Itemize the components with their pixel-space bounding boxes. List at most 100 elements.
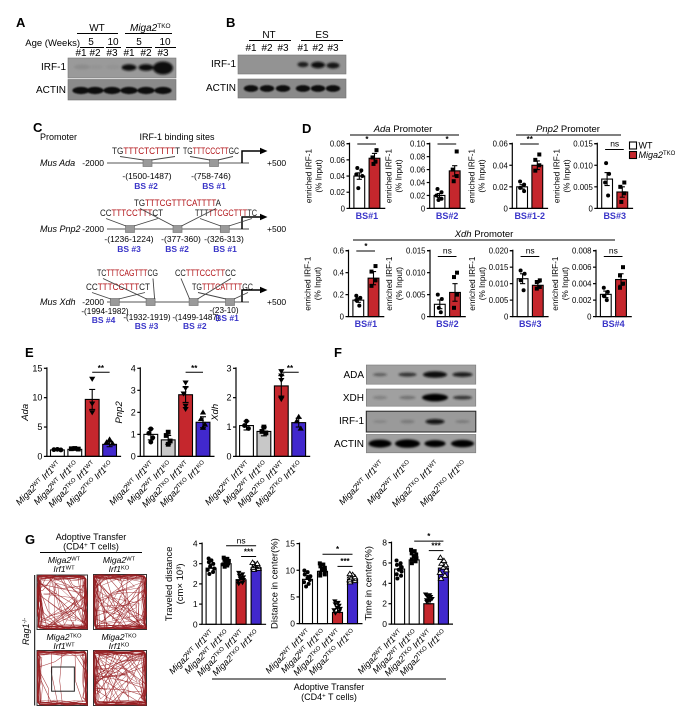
svg-text:Time in center(%): Time in center(%) — [364, 546, 375, 621]
svg-text:enriched IRF-1: enriched IRF-1 — [467, 149, 476, 204]
svg-text:*: * — [365, 135, 369, 144]
svg-text:3: 3 — [193, 559, 198, 569]
svg-text:+500: +500 — [267, 297, 286, 307]
svg-text:G: G — [25, 532, 35, 547]
svg-text:4: 4 — [131, 363, 136, 373]
svg-text:BS #2: BS #2 — [165, 244, 189, 254]
svg-text:5: 5 — [290, 592, 295, 602]
svg-text:0.04: 0.04 — [330, 172, 346, 181]
svg-text:0: 0 — [421, 204, 426, 213]
svg-text:0: 0 — [588, 204, 593, 213]
svg-text:Mus Ada: Mus Ada — [40, 158, 75, 168]
svg-text:0.002: 0.002 — [572, 296, 592, 305]
svg-text:C: C — [33, 120, 43, 135]
svg-text:10: 10 — [159, 37, 171, 48]
svg-text:ACTIN: ACTIN — [334, 439, 364, 450]
svg-text:NT: NT — [262, 30, 275, 41]
svg-text:Miga2TKO: Miga2TKO — [639, 150, 676, 160]
svg-text:***: *** — [244, 547, 254, 556]
svg-text:Ada Promoter: Ada Promoter — [373, 124, 433, 135]
svg-text:0.010: 0.010 — [573, 161, 593, 170]
svg-text:0: 0 — [131, 451, 136, 461]
svg-text:-(758-746): -(758-746) — [191, 171, 231, 181]
svg-text:0: 0 — [340, 313, 345, 322]
svg-text:0.06: 0.06 — [410, 166, 425, 175]
svg-text:TGTTTCTCTTTTT: TGTTTCTCTTTTT — [112, 146, 180, 156]
svg-text:A: A — [16, 15, 26, 30]
svg-text:F: F — [334, 345, 342, 360]
svg-text:Age (Weeks): Age (Weeks) — [25, 38, 80, 49]
svg-text:(CD4+ T cells): (CD4+ T cells) — [301, 692, 357, 702]
svg-text:0: 0 — [37, 451, 42, 461]
svg-text:0.015: 0.015 — [406, 247, 426, 256]
svg-text:-(23-10): -(23-10) — [209, 306, 238, 315]
svg-text:0: 0 — [290, 619, 295, 629]
svg-text:BS #1: BS #1 — [215, 313, 239, 323]
svg-text:0.005: 0.005 — [406, 291, 426, 300]
svg-text:#2: #2 — [261, 43, 273, 54]
svg-text:enriched IRF-1: enriched IRF-1 — [305, 149, 314, 204]
svg-text:Miga2TKO: Miga2TKO — [46, 632, 82, 642]
svg-text:Miga2TKO: Miga2TKO — [130, 23, 171, 34]
svg-text:Distance in center(%): Distance in center(%) — [270, 538, 281, 629]
svg-text:+500: +500 — [267, 224, 286, 234]
svg-text:0.004: 0.004 — [572, 280, 592, 289]
svg-text:0.10: 0.10 — [410, 140, 426, 149]
svg-text:Irf1KO: Irf1KO — [109, 641, 130, 651]
svg-text:TTTTTCGCTTTTC: TTTTTCGCTTTTC — [195, 208, 257, 218]
svg-text:0.010: 0.010 — [489, 280, 509, 289]
svg-text:0.02: 0.02 — [410, 191, 425, 200]
svg-text:#3: #3 — [157, 48, 169, 59]
svg-text:2: 2 — [382, 599, 387, 609]
svg-text:WT: WT — [89, 23, 105, 34]
svg-text:*: * — [364, 242, 368, 251]
svg-text:0: 0 — [503, 204, 508, 213]
svg-text:0.006: 0.006 — [572, 263, 592, 272]
svg-text:0.005: 0.005 — [573, 183, 593, 192]
svg-text:BS#4: BS#4 — [602, 319, 625, 329]
svg-text:-(1994-1982): -(1994-1982) — [81, 307, 129, 316]
svg-text:-(1932-1919): -(1932-1919) — [123, 313, 171, 322]
svg-text:10: 10 — [107, 37, 119, 48]
svg-text:6: 6 — [382, 558, 387, 568]
svg-text:0.4: 0.4 — [333, 269, 345, 278]
svg-text:0: 0 — [341, 204, 346, 213]
svg-text:IRF-1 binding sites: IRF-1 binding sites — [139, 132, 215, 142]
svg-text:0.04: 0.04 — [410, 179, 426, 188]
svg-text:1: 1 — [193, 599, 198, 609]
svg-text:0.2: 0.2 — [333, 291, 344, 300]
svg-text:0: 0 — [226, 451, 231, 461]
svg-text:Miga2WT: Miga2WT — [103, 555, 136, 565]
svg-text:ns: ns — [610, 139, 619, 149]
svg-text:**: ** — [98, 364, 105, 373]
svg-text:B: B — [226, 15, 235, 30]
svg-text:Miga2TKO: Miga2TKO — [101, 632, 137, 642]
svg-text:0: 0 — [193, 619, 198, 629]
svg-text:Pnp2 Promoter: Pnp2 Promoter — [536, 124, 600, 135]
svg-text:1: 1 — [131, 429, 136, 439]
svg-text:0.008: 0.008 — [572, 247, 592, 256]
svg-text:*: * — [446, 135, 450, 144]
svg-text:IRF-1: IRF-1 — [211, 59, 236, 70]
svg-text:Mus Pnp2: Mus Pnp2 — [40, 224, 81, 234]
svg-text:Pnp2: Pnp2 — [114, 401, 125, 424]
svg-text:XDH: XDH — [343, 393, 364, 404]
svg-text:4: 4 — [193, 539, 198, 549]
svg-text:0.06: 0.06 — [493, 140, 508, 149]
svg-text:0.020: 0.020 — [489, 247, 509, 256]
svg-text:15: 15 — [286, 539, 296, 549]
svg-text:0: 0 — [382, 619, 387, 629]
svg-text:IRF-1: IRF-1 — [41, 62, 66, 73]
svg-text:D: D — [302, 121, 311, 136]
svg-text:(% Input): (% Input) — [478, 267, 487, 300]
svg-text:8: 8 — [382, 538, 387, 548]
svg-text:4: 4 — [382, 578, 387, 588]
svg-text:-(1499-1487): -(1499-1487) — [172, 313, 220, 322]
svg-text:enriched IRF-1: enriched IRF-1 — [304, 256, 313, 311]
svg-text:E: E — [25, 345, 34, 360]
svg-text:0.010: 0.010 — [406, 269, 426, 278]
svg-text:(% Input): (% Input) — [477, 159, 486, 192]
svg-text:#1: #1 — [245, 43, 257, 54]
svg-text:#1: #1 — [297, 43, 309, 54]
svg-text:ACTIN: ACTIN — [36, 85, 66, 96]
